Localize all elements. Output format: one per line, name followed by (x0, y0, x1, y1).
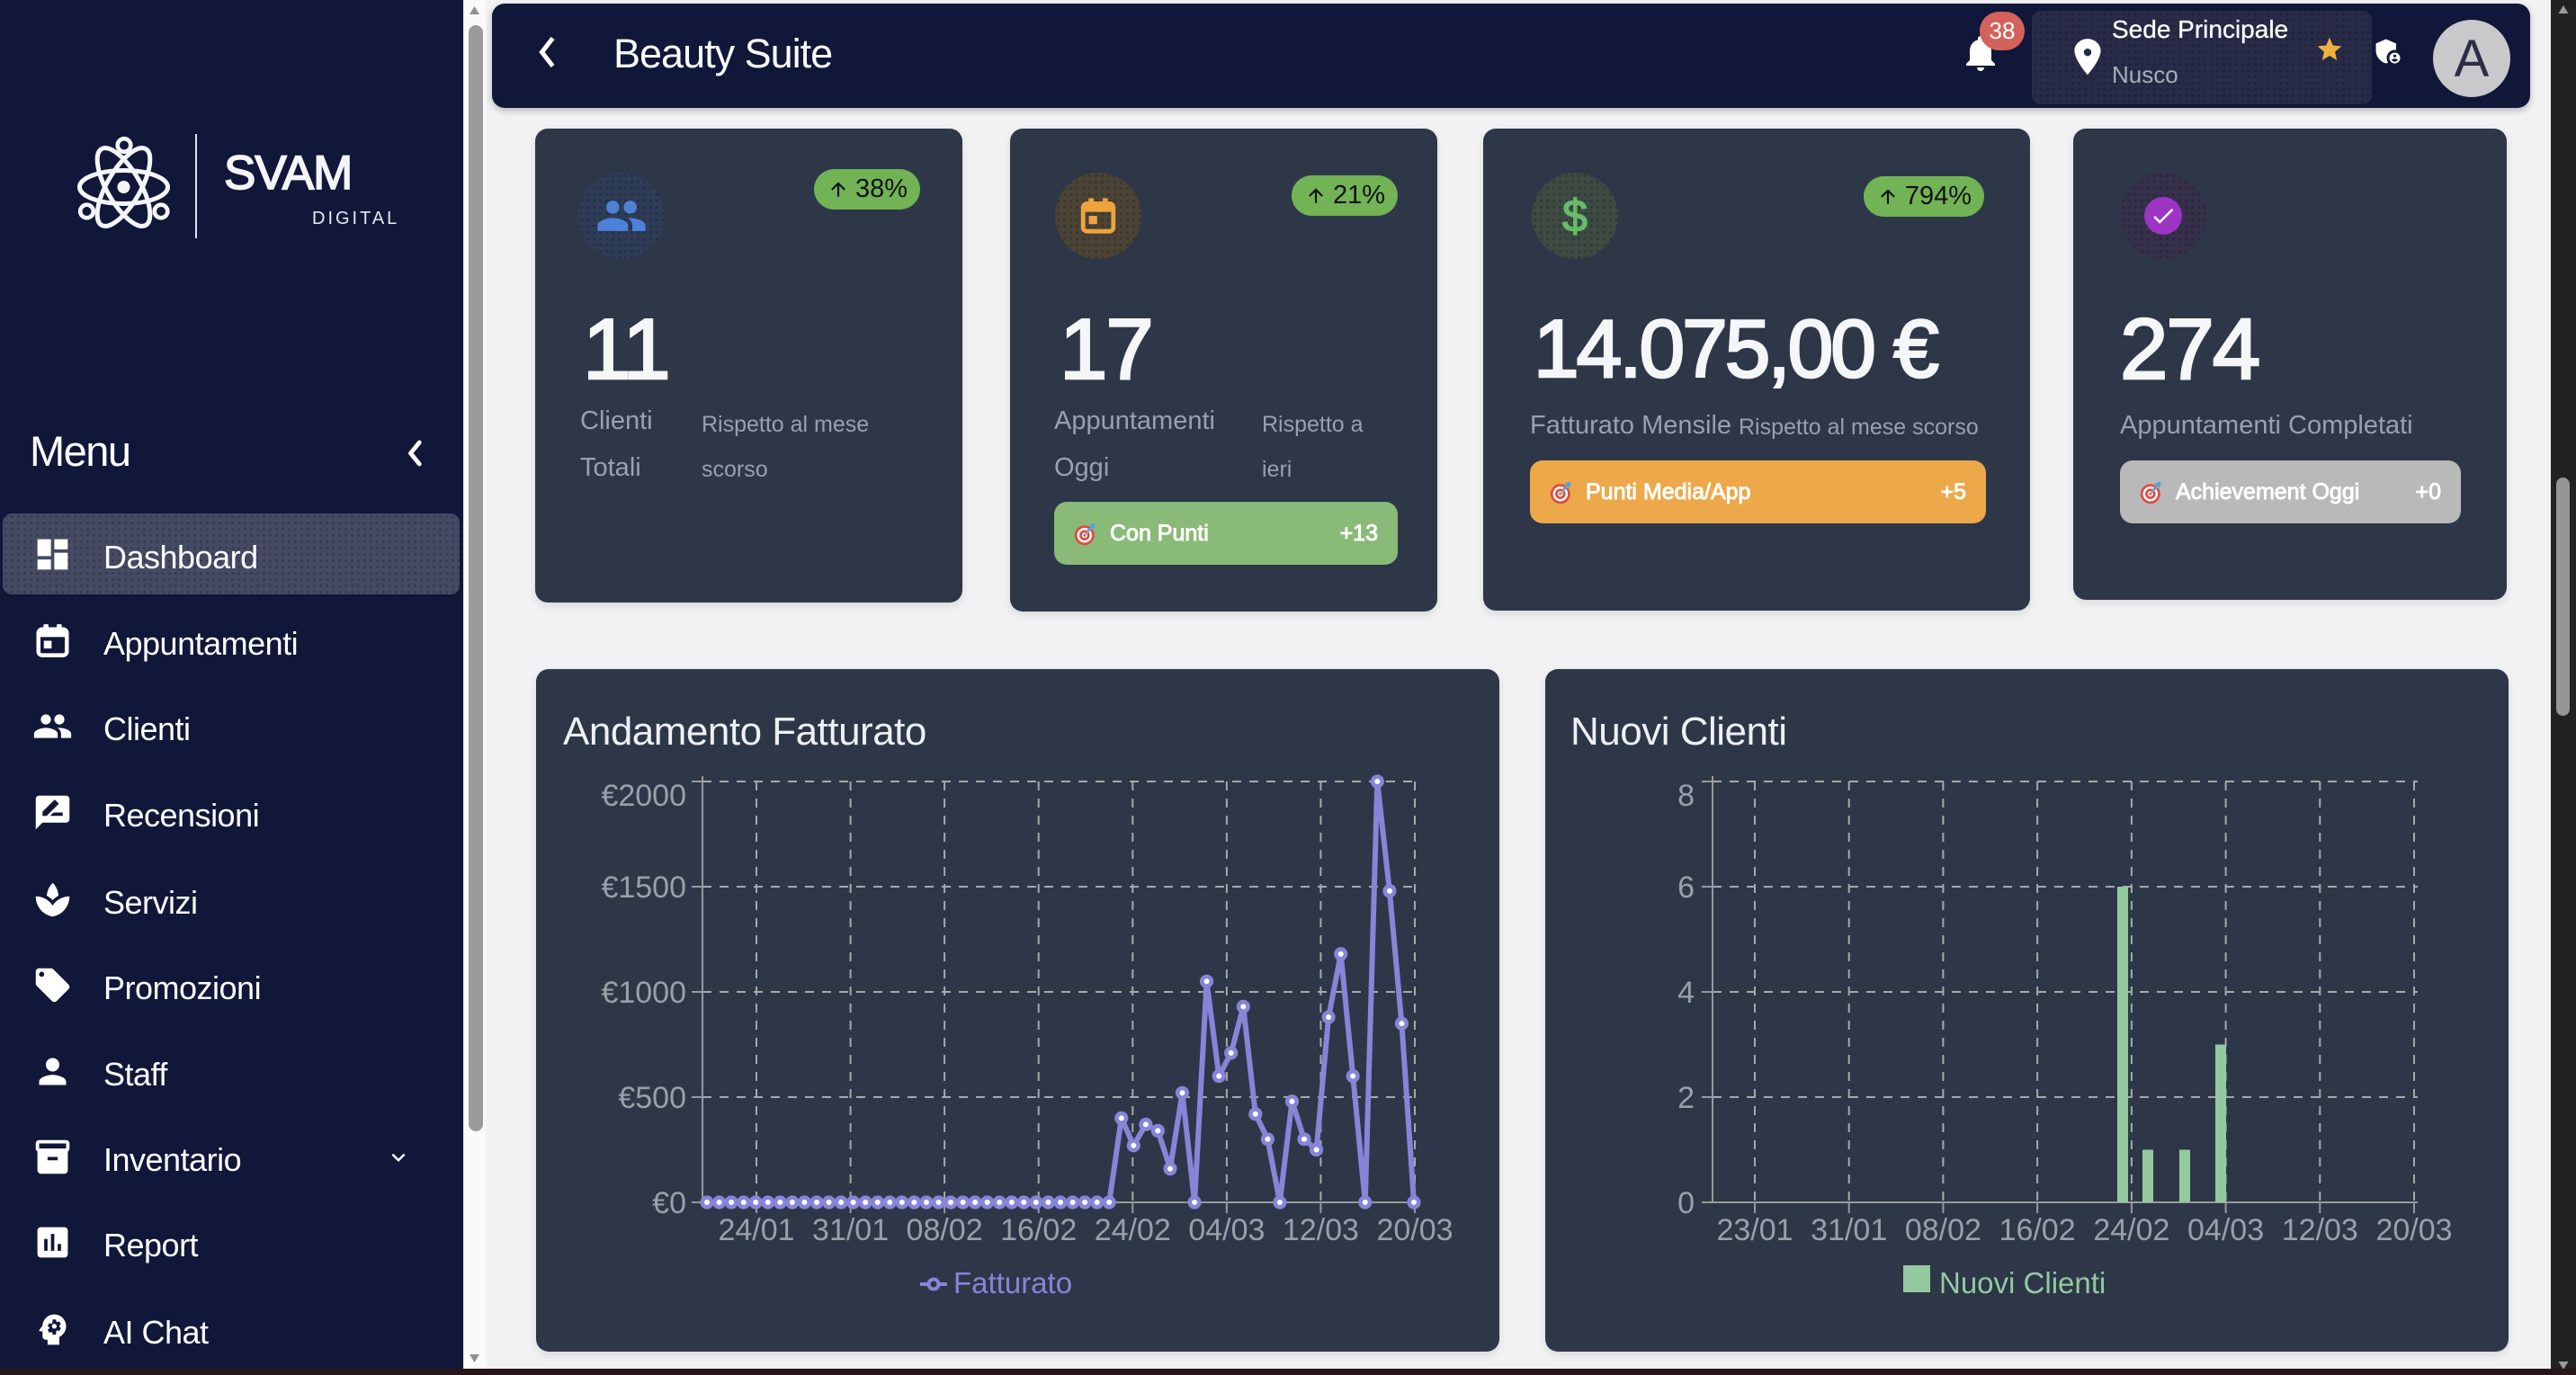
svg-text:04/03: 04/03 (1188, 1213, 1265, 1247)
svg-text:31/01: 31/01 (812, 1213, 889, 1247)
svg-text:2: 2 (1677, 1081, 1695, 1115)
svg-text:€0: €0 (652, 1186, 686, 1220)
svg-text:31/01: 31/01 (1811, 1213, 1887, 1247)
svg-text:20/03: 20/03 (2375, 1213, 2452, 1247)
svg-text:0: 0 (1677, 1186, 1695, 1220)
svg-text:23/01: 23/01 (1716, 1213, 1793, 1247)
svg-text:€2000: €2000 (601, 779, 686, 813)
svg-text:16/02: 16/02 (1999, 1213, 2076, 1247)
svg-text:8: 8 (1677, 779, 1695, 813)
svg-text:04/03: 04/03 (2187, 1213, 2264, 1247)
svg-text:12/03: 12/03 (1283, 1213, 1359, 1247)
svg-text:4: 4 (1677, 976, 1695, 1010)
svg-text:20/03: 20/03 (1376, 1213, 1453, 1247)
svg-text:08/02: 08/02 (1905, 1213, 1981, 1247)
svg-text:24/02: 24/02 (1095, 1213, 1171, 1247)
svg-text:€500: €500 (618, 1081, 686, 1115)
svg-text:24/01: 24/01 (718, 1213, 794, 1247)
svg-text:€1000: €1000 (601, 976, 686, 1010)
svg-text:€1500: €1500 (601, 871, 686, 905)
svg-text:24/02: 24/02 (2093, 1213, 2169, 1247)
svg-text:12/03: 12/03 (2282, 1213, 2358, 1247)
svg-text:08/02: 08/02 (907, 1213, 983, 1247)
svg-text:6: 6 (1677, 871, 1695, 905)
svg-text:16/02: 16/02 (1000, 1213, 1077, 1247)
